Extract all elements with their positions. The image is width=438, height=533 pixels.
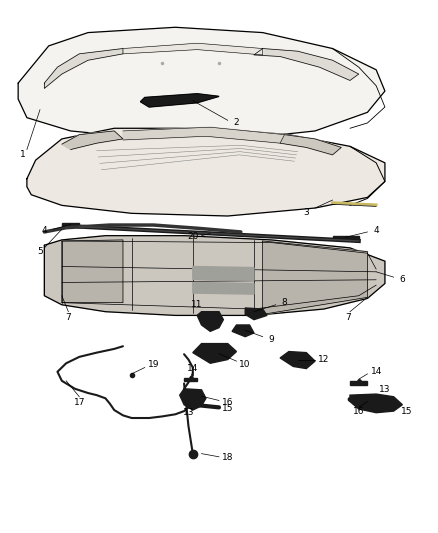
Text: 4: 4 xyxy=(42,227,47,236)
Polygon shape xyxy=(18,27,385,139)
Polygon shape xyxy=(332,236,359,239)
Text: 20: 20 xyxy=(187,232,198,241)
Polygon shape xyxy=(62,223,79,226)
Polygon shape xyxy=(184,378,197,381)
Text: 11: 11 xyxy=(191,300,203,309)
Polygon shape xyxy=(44,49,123,88)
Polygon shape xyxy=(254,49,359,80)
Polygon shape xyxy=(263,241,367,314)
Text: 4: 4 xyxy=(373,226,379,235)
Text: 7: 7 xyxy=(345,312,351,321)
Text: 3: 3 xyxy=(304,208,309,217)
Text: 7: 7 xyxy=(66,312,71,321)
Polygon shape xyxy=(27,128,385,216)
Polygon shape xyxy=(180,389,206,410)
Polygon shape xyxy=(193,344,237,364)
Polygon shape xyxy=(62,240,123,303)
Text: 14: 14 xyxy=(187,364,198,373)
Polygon shape xyxy=(193,282,254,294)
Polygon shape xyxy=(245,308,267,320)
Text: 2: 2 xyxy=(233,118,239,127)
Polygon shape xyxy=(123,43,263,55)
Text: 16: 16 xyxy=(353,407,364,416)
Text: 12: 12 xyxy=(318,355,329,364)
Polygon shape xyxy=(123,127,285,143)
Text: 13: 13 xyxy=(379,385,391,394)
Text: 15: 15 xyxy=(222,405,233,414)
Text: 10: 10 xyxy=(240,360,251,369)
Text: 16: 16 xyxy=(222,398,233,407)
Text: 19: 19 xyxy=(148,360,159,369)
Polygon shape xyxy=(350,381,367,384)
Text: 5: 5 xyxy=(37,247,43,256)
Text: 1: 1 xyxy=(20,150,25,159)
Polygon shape xyxy=(280,352,315,368)
Polygon shape xyxy=(197,312,223,332)
Polygon shape xyxy=(62,131,123,150)
Text: 9: 9 xyxy=(268,335,274,344)
Text: 14: 14 xyxy=(371,367,382,376)
Polygon shape xyxy=(141,94,219,107)
Text: 13: 13 xyxy=(183,408,194,417)
Text: 17: 17 xyxy=(74,398,85,407)
Text: 18: 18 xyxy=(222,454,233,463)
Text: 6: 6 xyxy=(399,274,405,284)
Polygon shape xyxy=(44,236,385,316)
Polygon shape xyxy=(350,394,403,413)
Text: 8: 8 xyxy=(282,298,287,307)
Polygon shape xyxy=(232,325,254,337)
Text: 15: 15 xyxy=(401,407,413,416)
Polygon shape xyxy=(193,266,254,280)
Polygon shape xyxy=(280,135,341,155)
